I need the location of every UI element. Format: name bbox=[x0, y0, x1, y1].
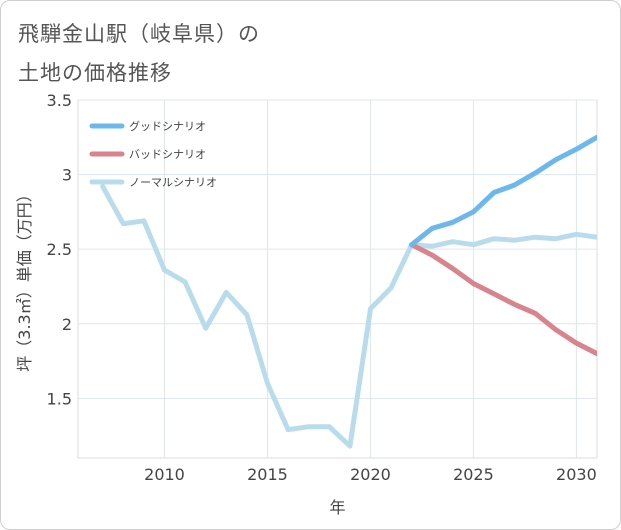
y-tick-label: 1.5 bbox=[47, 389, 72, 408]
y-tick-label: 3 bbox=[62, 166, 72, 185]
legend-label-0: グッドシナリオ bbox=[129, 119, 206, 133]
x-tick-label: 2020 bbox=[350, 465, 391, 484]
x-tick-label: 2015 bbox=[247, 465, 288, 484]
x-tick-label: 2030 bbox=[556, 465, 597, 484]
series-line-0 bbox=[409, 134, 597, 248]
y-tick-label: 2 bbox=[62, 315, 72, 334]
x-tick-label: 2025 bbox=[453, 465, 494, 484]
y-tick-label: 3.5 bbox=[47, 91, 72, 110]
y-tick-label: 2.5 bbox=[47, 240, 72, 259]
legend-label-1: バッドシナリオ bbox=[129, 148, 206, 161]
y-axis-label: 坪（3.3㎡）単価（万円） bbox=[15, 186, 34, 371]
chart-title-line2: 土地の価格推移 bbox=[18, 61, 172, 85]
legend-label-2: ノーマルシナリオ bbox=[129, 176, 217, 189]
series-line-2 bbox=[100, 184, 597, 449]
x-axis-label: 年 bbox=[329, 498, 345, 517]
chart-title-line1: 飛騨金山駅（岐阜県）の bbox=[18, 22, 260, 46]
series-line-1 bbox=[409, 242, 597, 357]
x-tick-label: 2010 bbox=[144, 465, 185, 484]
